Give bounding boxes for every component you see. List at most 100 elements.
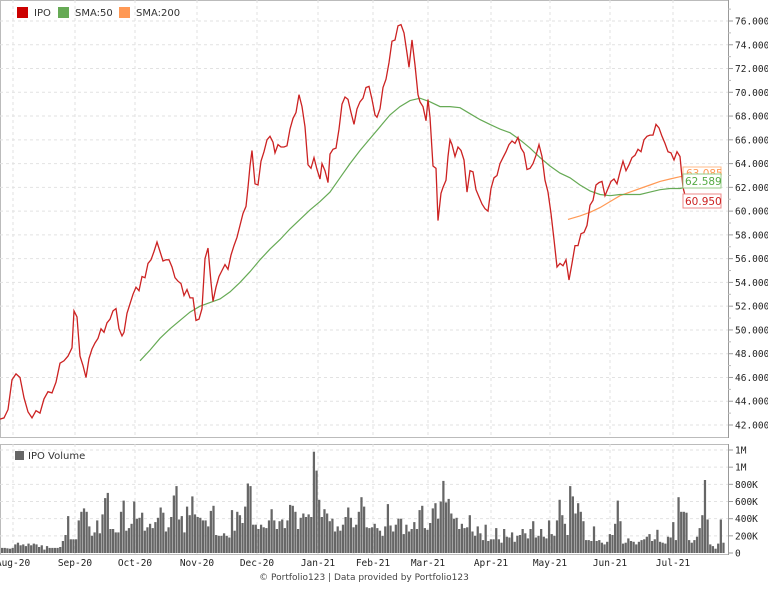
volume-bar — [77, 520, 80, 553]
price-tick-label: 66.000 — [735, 135, 768, 146]
volume-bar — [508, 537, 511, 553]
volume-bar — [188, 515, 191, 553]
volume-bar — [233, 530, 236, 553]
volume-bar — [365, 527, 368, 554]
volume-bar — [141, 512, 144, 553]
volume-bar — [436, 518, 440, 553]
volume-bar — [225, 535, 228, 553]
volume-bar — [96, 520, 99, 553]
volume-bar — [415, 529, 419, 553]
volume-bar — [563, 523, 567, 553]
volume-bar — [566, 535, 569, 553]
volume-bar — [135, 518, 138, 553]
volume-bar — [376, 528, 379, 553]
footer-credit: © Portfolio123 | Data provided by Portfo… — [259, 573, 469, 583]
volume-bar — [447, 498, 450, 553]
volume-bar — [344, 517, 347, 553]
volume-bar — [80, 511, 83, 553]
volume-bar — [505, 536, 508, 553]
sma50-line — [139, 97, 711, 362]
volume-bar — [241, 523, 244, 553]
price-tick-label: 44.000 — [735, 397, 768, 408]
volume-bar — [191, 496, 194, 553]
volume-bar — [442, 480, 445, 553]
volume-bar — [466, 527, 469, 554]
volume-tick-label: 200K — [735, 531, 758, 542]
volume-bar — [703, 480, 707, 553]
volume-bars — [1, 451, 725, 554]
volume-bar — [484, 524, 487, 553]
volume-bar — [648, 534, 651, 553]
volume-bar — [130, 523, 133, 553]
price-tick-label: 48.000 — [735, 349, 768, 360]
volume-bar — [43, 549, 46, 553]
volume-bar — [254, 524, 257, 553]
x-tick-label: Oct-20 — [118, 558, 153, 569]
volume-bar — [463, 528, 466, 553]
volume-bar — [394, 524, 397, 553]
volume-bar — [196, 517, 199, 553]
volume-bar — [471, 531, 474, 553]
volume-bar — [542, 536, 545, 553]
x-tick-label: Aug-20 — [0, 558, 30, 569]
volume-bar — [249, 486, 252, 553]
volume-bar — [661, 542, 664, 553]
volume-bar — [452, 518, 456, 553]
volume-bar — [230, 510, 234, 553]
volume-bar — [24, 546, 28, 553]
volume-bar — [154, 522, 157, 553]
volume-bar — [159, 507, 162, 553]
volume-bar — [40, 545, 43, 553]
volume-bar — [246, 483, 249, 553]
volume-bar — [48, 547, 51, 553]
volume-bar — [664, 543, 667, 553]
volume-bar — [67, 516, 70, 553]
legend-label-volume: IPO Volume — [28, 451, 85, 462]
volume-bar — [215, 535, 218, 553]
ipo-last-value-badge: 60.950 — [685, 196, 722, 208]
volume-bar — [35, 544, 38, 553]
x-tick-label: Feb-21 — [356, 558, 391, 569]
volume-bar — [518, 535, 522, 553]
volume-bar — [59, 547, 62, 553]
volume-bar — [222, 533, 226, 553]
volume-bar — [598, 540, 601, 553]
volume-tick-label: 400K — [735, 514, 758, 525]
price-tick-label: 46.000 — [735, 373, 768, 384]
volume-bar — [32, 543, 35, 553]
volume-bar — [640, 540, 643, 553]
volume-bar — [273, 520, 276, 553]
volume-bar — [122, 500, 125, 553]
volume-bar — [577, 503, 580, 553]
volume-bar — [207, 526, 210, 553]
volume-bar — [270, 509, 273, 553]
x-tick-label: Jun-21 — [593, 558, 628, 569]
volume-bar — [582, 521, 585, 553]
volume-bar — [119, 511, 123, 553]
volume-bar — [561, 515, 564, 553]
volume-bar — [74, 539, 78, 553]
volume-bar — [170, 517, 173, 553]
volume-bar — [125, 530, 128, 553]
volume-bar — [85, 511, 88, 553]
volume-bar — [185, 506, 189, 553]
volume-bar — [51, 547, 54, 553]
volume-bar — [278, 521, 281, 553]
volume-bar — [635, 544, 638, 553]
volume-bar — [16, 542, 20, 553]
volume-bar — [513, 541, 516, 553]
volume-bar — [558, 499, 561, 553]
legend-swatch-ipo — [17, 7, 28, 18]
volume-bar — [423, 528, 427, 553]
volume-bar — [701, 515, 704, 553]
volume-bar — [22, 544, 25, 553]
volume-bar — [624, 542, 627, 553]
volume-bar — [307, 514, 310, 553]
volume-bar — [476, 526, 479, 553]
volume-bar — [320, 517, 323, 553]
price-tick-label: 52.000 — [735, 302, 768, 313]
volume-bar — [608, 534, 611, 553]
volume-bar — [127, 528, 131, 553]
price-tick-label: 58.000 — [735, 230, 768, 241]
price-tick-label: 64.000 — [735, 159, 768, 170]
